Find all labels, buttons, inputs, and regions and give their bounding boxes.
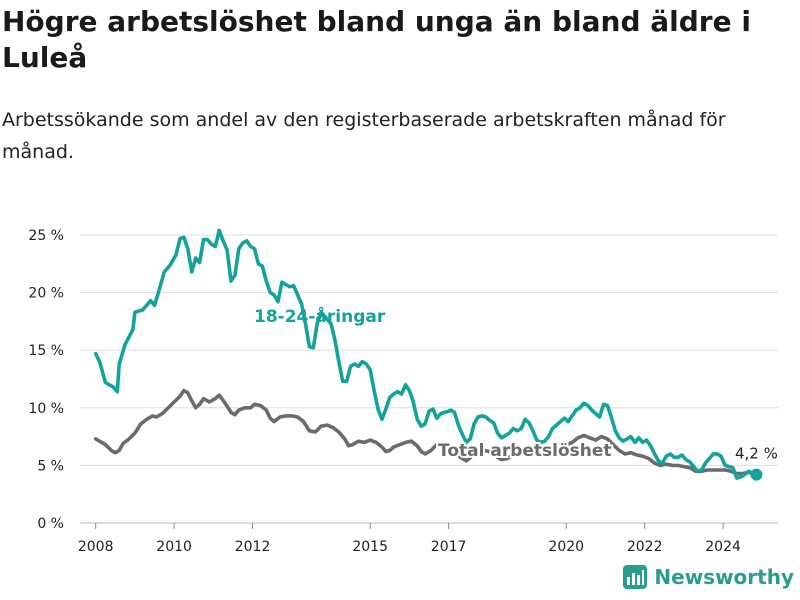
end-point-marker <box>750 468 763 481</box>
series-label-total: Total arbetslöshet <box>438 441 612 461</box>
brand-name: Newsworthy <box>654 565 794 589</box>
y-tick-label: 20 % <box>28 286 64 302</box>
x-tick-label: 2020 <box>548 539 584 555</box>
brand: Newsworthy <box>622 564 794 590</box>
y-tick-label: 25 % <box>28 228 64 244</box>
x-tick-label: 2012 <box>235 539 271 555</box>
x-axis: 2008 2010 2012 2015 2017 2020 2022 2024 <box>78 523 741 555</box>
y-tick-label: 0 % <box>37 516 64 532</box>
x-tick-label: 2015 <box>352 539 388 555</box>
x-tick-label: 2008 <box>78 539 114 555</box>
series-labels: 18-24-åringar Total arbetslöshet 4,2 % <box>254 305 778 463</box>
y-tick-label: 5 % <box>37 458 64 474</box>
series-lines <box>93 228 763 481</box>
x-tick-label: 2017 <box>431 539 467 555</box>
x-tick-label: 2022 <box>627 539 663 555</box>
y-tick-label: 15 % <box>28 343 64 359</box>
newsworthy-logo-icon <box>623 565 648 589</box>
chart-title: Högre arbetslöshet bland unga än bland ä… <box>2 5 751 74</box>
x-tick-label: 2010 <box>156 539 192 555</box>
chart-subtitle: Arbetssökande som andel av den registerb… <box>2 109 726 163</box>
x-tick-label: 2024 <box>705 539 741 555</box>
series-line-total <box>93 388 759 477</box>
series-label-youth: 18-24-åringar <box>254 305 386 327</box>
y-tick-label: 10 % <box>28 401 64 417</box>
series-line-youth <box>93 228 759 480</box>
y-axis-labels: 0 % 5 % 10 % 15 % 20 % 25 % <box>28 228 64 532</box>
gridlines <box>80 234 778 524</box>
end-value-label: 4,2 % <box>735 445 778 463</box>
